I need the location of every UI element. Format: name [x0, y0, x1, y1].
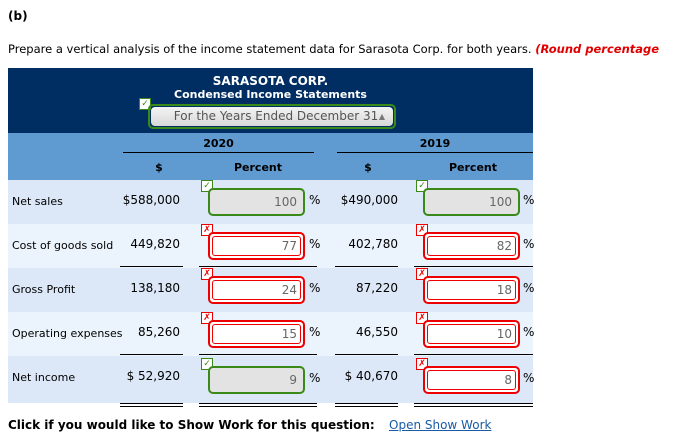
percent-sign: %	[309, 237, 321, 251]
show-work-prompt: Click if you would like to Show Work for…	[8, 418, 491, 432]
percent-sign: %	[309, 193, 321, 207]
amount-2020: 449,820	[130, 237, 180, 251]
row-label: Net income	[12, 371, 76, 384]
amount-2020: 138,180	[130, 281, 180, 295]
subtotal-rule	[199, 266, 317, 267]
percent-sign: %	[309, 325, 321, 339]
subtotal-rule	[335, 354, 398, 355]
year-2019-rule	[337, 152, 533, 153]
amount-2019: 46,550	[356, 325, 398, 339]
open-show-work-link[interactable]: Open Show Work	[389, 418, 492, 432]
part-label: (b)	[8, 9, 28, 23]
table-row-gross-profit: Gross Profit 138,180 ✗ 24 % 87,220 ✗ 18 …	[8, 268, 535, 312]
company-name: SARASOTA CORP.	[212, 74, 329, 88]
col-dollar-2019: $	[364, 161, 372, 174]
percent-value: 82	[496, 239, 512, 253]
percent-sign: %	[523, 325, 535, 339]
percent-input-2020[interactable]: 24	[208, 276, 305, 304]
percent-sign: %	[523, 281, 535, 295]
amount-2019: 402,780	[348, 237, 398, 251]
percent-value: 24	[281, 283, 297, 297]
row-label: Net sales	[12, 195, 63, 208]
percent-sign: %	[523, 371, 535, 385]
col-percent-2019: Percent	[448, 161, 498, 174]
amount-2020: $ 52,920	[126, 369, 180, 383]
percent-sign: %	[523, 237, 535, 251]
percent-sign: %	[523, 193, 535, 207]
year-2019-label: 2019	[419, 137, 451, 150]
percent-value: 18	[496, 283, 512, 297]
amount-2019: 87,220	[356, 281, 398, 295]
show-work-label: Click if you would like to Show Work for…	[8, 418, 375, 432]
percent-value: 100	[489, 195, 512, 209]
year-2020-label: 2020	[203, 137, 234, 150]
total-double-rule	[335, 403, 398, 407]
percent-value: 8	[504, 373, 512, 387]
amount-2020: $588,000	[122, 193, 180, 207]
table-row-operating-expenses: Operating expenses 85,260 ✗ 15 % 46,550 …	[8, 312, 535, 356]
select-arrows-icon: ▲	[378, 112, 385, 121]
percent-sign: %	[309, 281, 321, 295]
instruction-body: Prepare a vertical analysis of the incom…	[8, 42, 532, 56]
year-2020-rule	[123, 152, 314, 153]
row-label: Operating expenses	[12, 327, 123, 340]
percent-input-2020[interactable]: 9	[208, 366, 305, 394]
period-select[interactable]: For the Years Ended December 31 ▲	[151, 107, 393, 126]
total-double-rule	[120, 403, 183, 407]
percent-sign: %	[309, 371, 321, 385]
subtotal-rule	[120, 266, 183, 267]
total-double-rule	[199, 403, 317, 407]
table-row-net-sales: Net sales $588,000 ✓ 100 % $490,000 ✓ 10…	[8, 180, 535, 224]
percent-value: 77	[281, 239, 297, 253]
subtotal-rule	[414, 266, 533, 267]
table-row-net-income: Net income $ 52,920 ✓ 9 % $ 40,670 ✗ 8 %	[8, 356, 535, 407]
row-label: Gross Profit	[12, 283, 76, 296]
subtotal-rule	[414, 354, 533, 355]
statement-header: SARASOTA CORP. Condensed Income Statemen…	[8, 68, 533, 133]
subtotal-rule	[335, 266, 398, 267]
percent-input-2020[interactable]: 15	[208, 320, 305, 348]
column-header: 2020 2019 $ Percent $ Percent	[8, 133, 533, 180]
subtotal-rule	[199, 354, 317, 355]
table-row-cost-of-goods-sold: Cost of goods sold 449,820 ✗ 77 % 402,78…	[8, 224, 535, 268]
col-dollar-2020: $	[155, 161, 163, 174]
percent-value: 100	[274, 195, 297, 209]
percent-input-2019[interactable]: 8	[423, 366, 520, 394]
percent-input-2019[interactable]: 82	[423, 232, 520, 260]
percent-value: 9	[289, 373, 297, 387]
statement-title: Condensed Income Statements	[174, 88, 367, 101]
amount-2019: $490,000	[340, 193, 398, 207]
percent-input-2020[interactable]: 100	[208, 188, 305, 216]
percent-value: 15	[281, 327, 297, 341]
percent-input-2019[interactable]: 100	[423, 188, 520, 216]
rounding-warning: (Round percentage	[535, 42, 660, 56]
period-select-frame: For the Years Ended December 31 ▲	[148, 104, 396, 129]
income-statement-table: SARASOTA CORP. Condensed Income Statemen…	[8, 68, 535, 407]
subtotal-rule	[120, 354, 183, 355]
row-label: Cost of goods sold	[12, 239, 114, 252]
percent-input-2020[interactable]: 77	[208, 232, 305, 260]
amount-2019: $ 40,670	[344, 369, 398, 383]
col-percent-2020: Percent	[233, 161, 283, 174]
percent-input-2019[interactable]: 10	[423, 320, 520, 348]
amount-2020: 85,260	[138, 325, 180, 339]
percent-value: 10	[496, 327, 512, 341]
instruction-text: Prepare a vertical analysis of the incom…	[8, 42, 659, 56]
total-double-rule	[414, 403, 533, 407]
percent-input-2019[interactable]: 18	[423, 276, 520, 304]
period-select-value: For the Years Ended December 31	[173, 109, 379, 123]
